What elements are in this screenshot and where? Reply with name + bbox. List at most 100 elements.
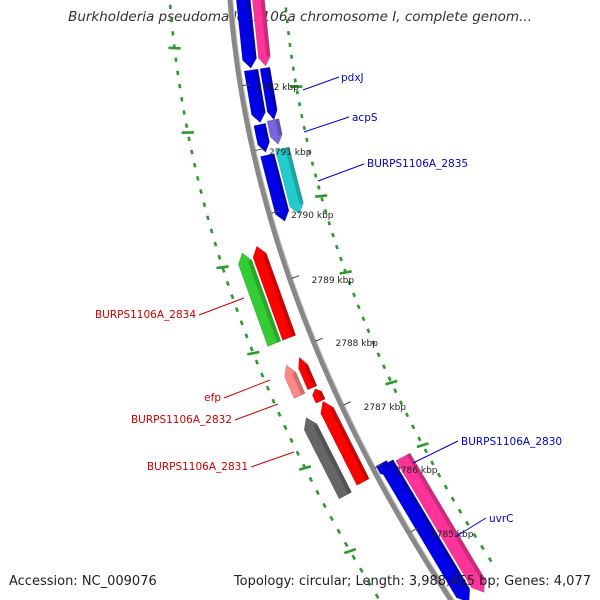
gene-2832-small-arrow [312,388,326,404]
gene-label-pdxj[interactable]: pdxJ [341,72,364,84]
gc-skew-tick [216,265,229,270]
gc-skew-inner-dash [244,333,249,339]
gc-skew-inner-dash [315,489,320,496]
scale-tick [343,401,351,406]
gc-skew-inner-dash [213,241,218,247]
gene-label-acps-leader [303,116,350,133]
gc-skew-outer-dash [339,256,343,262]
gene-label-acps[interactable]: acpS [352,112,378,124]
gc-skew-outer-dash [450,496,456,502]
gc-skew-outer-dash [457,508,463,514]
map-title: Burkholderia pseudomallei 1106a chromoso… [68,9,532,25]
gene-2835-arrow-shade [270,153,289,212]
gene-2835-cyan-arrow-shade [285,147,304,205]
scale-label: 2792 kbp [256,83,299,93]
gc-skew-inner-dash [209,228,214,234]
gene-2830-small-arrow [375,460,392,476]
gc-skew-outer-dash [393,388,398,394]
gc-skew-outer-dash [297,102,302,107]
scale-tick [242,83,251,87]
gc-skew-inner-dash [202,202,207,208]
gc-skew-inner-dash [239,320,244,326]
gene-label-burps1106a-2834-leader [198,297,245,316]
gc-skew-outer-dash [307,149,312,154]
scale-label: 2790 kbp [291,211,334,221]
gene-2830-arrow [378,459,471,600]
gc-skew-outer-dash [443,484,449,490]
gene-acps-arrow-shade [254,69,266,113]
gene-2835-cyan-arrow [275,146,304,215]
gc-skew-tick [339,270,352,275]
gc-skew-inner-dash [351,554,357,561]
gene-acps-outer-arrow-shade [265,67,278,111]
gc-skew-outer-dash [404,412,410,418]
gc-skew-outer-dash [430,460,435,466]
gc-skew-inner-dash [254,359,259,365]
gc-skew-outer-dash [323,209,328,214]
gene-uvrc-pink-arrow [395,452,486,593]
gene-label-burps1106a-2835[interactable]: BURPS1106A_2835 [367,158,468,170]
gene-efp-red-arrow-shade [304,364,317,388]
gene-2831-grey-arrow [303,417,352,500]
gene-label-pdxj-leader [302,76,340,91]
gc-skew-outer-dash [302,125,306,131]
gc-skew-inner-dash [230,294,235,300]
scale-label: 2789 kbp [312,276,355,286]
gene-label-burps1106a-2835-leader [317,163,365,182]
gene-label-burps1106a-2830-leader [412,440,459,464]
gc-skew-inner-dash [206,215,210,221]
gene-label-uvrc[interactable]: uvrC [489,513,514,525]
gene-label-burps1106a-2834[interactable]: BURPS1106A_2834 [95,309,196,321]
gc-skew-inner-dash [366,580,372,586]
gc-skew-tick [298,465,312,471]
gc-skew-inner-dash [295,450,300,457]
gc-skew-outer-dash [305,137,309,143]
gc-skew-outer-dash [361,316,366,322]
gene-2832-red-arrow [320,400,370,486]
gene-acps-arrow [243,68,266,123]
gc-skew-outer-dash [465,520,470,526]
gene-2834-red-arrow-shade [262,253,296,337]
gc-skew-inner-dash [225,280,230,287]
gc-skew-inner-dash [359,567,364,574]
gene-label-uvrc-leader [454,517,487,538]
scale-tick [291,275,300,279]
genome-summary: Topology: circular; Length: 3,988,455 bp… [233,574,591,589]
gene-2834-green-arrow-shade [247,260,281,343]
gc-skew-inner-dash [182,110,186,115]
gene-2832-small-arrow-shade [317,391,326,401]
gc-skew-inner-dash [187,136,191,142]
gene-acps-small-arrow [253,123,270,153]
gene-label-burps1106a-2830[interactable]: BURPS1106A_2830 [461,436,562,448]
gene-label-burps1106a-2831-leader [250,451,295,468]
gc-skew-outer-dash [423,448,428,454]
gene-efp-pink-arrow-shade [292,372,305,396]
scale-label: 2786 kbp [395,466,438,476]
gene-2830-arrow-shade [389,459,470,592]
gc-skew-inner-dash [217,254,222,260]
gene-acps-outer-arrow [259,66,278,121]
gc-skew-inner-dash [374,593,380,599]
gc-skew-outer-dash [327,220,332,226]
gene-2832-red-arrow-shade [329,407,370,481]
gc-skew-outer-dash [436,472,442,478]
gc-skew-inner-dash [308,476,314,483]
gene-2830-small-arrow-shade [383,460,391,471]
gene-pdxj-pink-arrow-shade [260,0,271,57]
gc-skew-tick [168,46,181,50]
gc-skew-inner-dash [196,175,200,181]
gc-skew-outer-dash [472,532,478,539]
gene-pdxj-pink-arrow [252,0,271,67]
gene-2834-red-arrow [252,245,297,341]
scale-label: 2791 kbp [269,148,312,158]
gc-skew-inner-dash [249,346,254,352]
gene-label-efp[interactable]: efp [204,392,221,404]
gc-skew-outer-dash [382,364,387,370]
gc-skew-tick [385,379,398,386]
gc-skew-outer-dash [371,340,376,346]
gene-label-burps1106a-2832[interactable]: BURPS1106A_2832 [131,414,232,426]
gene-label-burps1106a-2831[interactable]: BURPS1106A_2831 [147,461,248,473]
gc-skew-inner-dash [271,398,276,404]
gene-label-burps1106a-2832-leader [234,403,279,421]
gc-skew-inner-dash [289,437,294,444]
